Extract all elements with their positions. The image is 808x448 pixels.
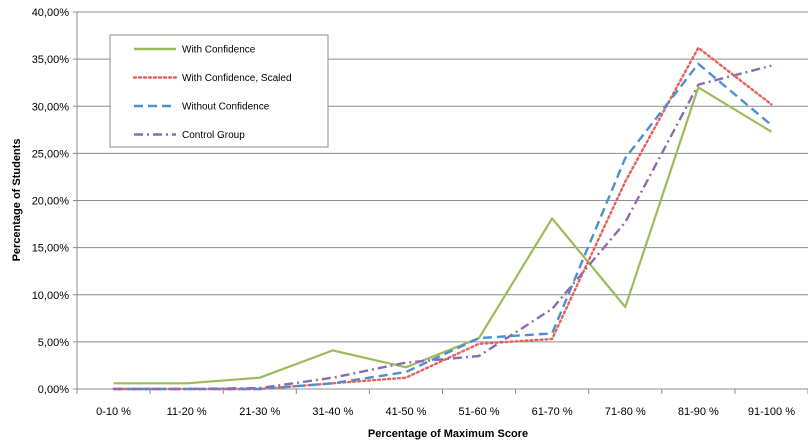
- y-tick-label: 15,00%: [32, 243, 70, 255]
- x-tick-label: 51-60 %: [459, 406, 500, 418]
- x-tick-label: 0-10 %: [96, 406, 131, 418]
- legend-label: With Confidence: [182, 45, 256, 56]
- y-tick-label: 40,00%: [32, 7, 70, 19]
- x-tick-label: 71-80 %: [605, 406, 646, 418]
- y-tick-label: 20,00%: [32, 196, 70, 208]
- legend-label: Control Group: [182, 130, 245, 141]
- y-tick-label: 25,00%: [32, 148, 70, 160]
- legend: With Confidence With Confidence, Scaled Wi…: [109, 34, 329, 148]
- series-lines: [112, 46, 773, 391]
- x-tick-label: 11-20 %: [167, 406, 207, 418]
- y-axis-title: Percentage of Students: [11, 139, 23, 262]
- y-tick-label: 5,00%: [38, 337, 69, 349]
- legend-label: With Confidence, Scaled: [182, 73, 292, 84]
- legend-label: Without Confidence: [182, 102, 270, 113]
- y-tick-label: 35,00%: [32, 54, 70, 66]
- series-line-4: [113, 64, 772, 391]
- series-line-1: [113, 86, 772, 385]
- legend-box: [109, 34, 329, 148]
- x-tick-label: 31-40 %: [312, 406, 353, 418]
- x-tick-label: 61-70 %: [532, 406, 573, 418]
- x-tick-label: 41-50 %: [385, 406, 426, 418]
- x-axis-title: Percentage of Maximum Score: [368, 428, 528, 440]
- y-tick-label: 30,00%: [32, 101, 70, 113]
- x-tick-label: 21-30 %: [239, 406, 280, 418]
- x-tick-label: 91-100 %: [748, 406, 795, 418]
- x-tick-label: 81-90 %: [678, 406, 719, 418]
- y-tick-label: 0,00%: [38, 384, 69, 396]
- axes: 0,00% 5,00% 10,00% 15,00% 20,00% 25,00% 30,00%…: [32, 7, 808, 418]
- y-tick-label: 10,00%: [32, 290, 70, 302]
